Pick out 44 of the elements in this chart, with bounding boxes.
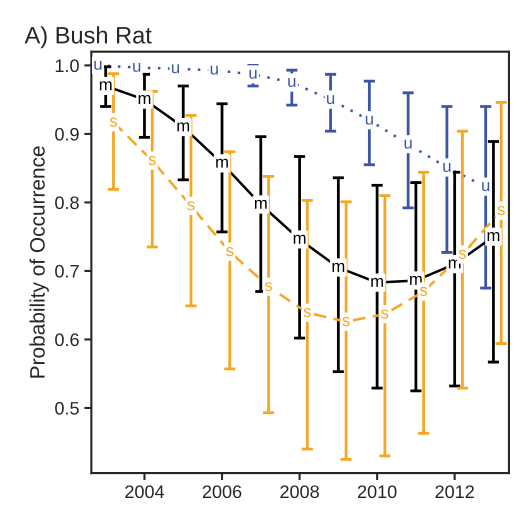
text: m [216, 158, 228, 168]
text: m [332, 262, 344, 272]
text: m [371, 278, 383, 287]
text: s [110, 118, 118, 127]
text: s [381, 309, 388, 319]
text: s [458, 250, 466, 259]
text: s [264, 282, 272, 292]
y-tick-label: 1.0 [56, 59, 79, 72]
y-axis-title: Probability of Occurrence [29, 146, 49, 378]
text: s [420, 286, 428, 296]
text: m [488, 232, 500, 241]
x-tick-label: 2008 [280, 485, 319, 498]
text: s [497, 206, 505, 216]
text: u [482, 182, 490, 192]
text: u [366, 116, 373, 125]
x-tick-label: 2006 [202, 485, 242, 498]
y-tick-label: 0.6 [55, 333, 79, 346]
y-tick-label: 0.8 [55, 196, 79, 210]
x-tick-label: 2012 [435, 485, 474, 498]
series-label: s [226, 247, 234, 256]
chart-title: A) Bush Rat [24, 26, 152, 48]
text: u [404, 140, 412, 149]
y-tick-label: 0.9 [55, 128, 79, 141]
text: u [133, 62, 140, 72]
text: u [210, 66, 218, 75]
text: m [177, 122, 190, 132]
x-tick-label: 2010 [358, 485, 396, 498]
text: s [148, 156, 156, 166]
x-tick-label: 2004 [125, 485, 164, 498]
text: u [94, 60, 102, 70]
text: m [100, 81, 112, 90]
text: u [172, 64, 180, 74]
y-tick-label: 0.7 [55, 264, 79, 278]
text: m [254, 200, 267, 209]
text: u [288, 78, 296, 88]
text: s [342, 317, 350, 326]
text: u [249, 70, 257, 79]
text: s [304, 308, 311, 318]
text: s [187, 201, 195, 210]
text: u [443, 162, 450, 172]
text: m [138, 95, 150, 104]
y-tick-label: 0.5 [55, 402, 79, 415]
series-label: u [327, 95, 334, 104]
series-label: m [294, 234, 306, 244]
